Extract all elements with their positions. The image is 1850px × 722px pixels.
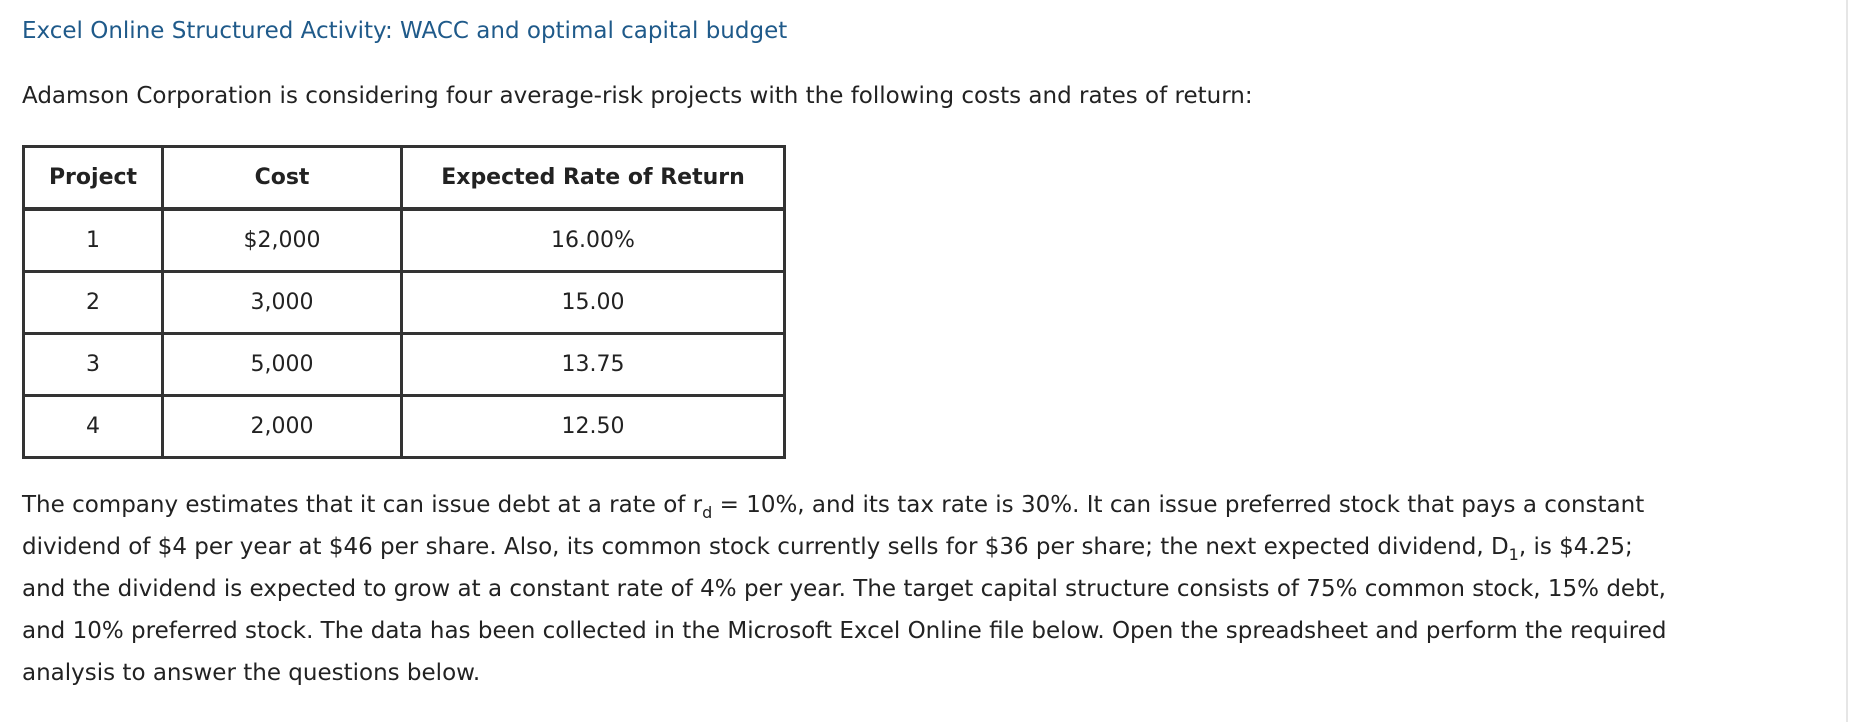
cost-cell: 5,000	[161, 332, 403, 397]
table-row: 4 2,000 12.50	[22, 394, 786, 459]
header-rate-of-return: Expected Rate of Return	[400, 145, 786, 211]
intro-text: Adamson Corporation is considering four …	[22, 83, 1253, 109]
paragraph-line-1: The company estimates that it can issue …	[22, 492, 1645, 522]
paragraph-line-4: and 10% preferred stock. The data has be…	[22, 618, 1667, 644]
subscript-1: 1	[1508, 545, 1519, 564]
paragraph-line-5: analysis to answer the questions below.	[22, 660, 481, 686]
header-project: Project	[22, 145, 164, 211]
rate-cell: 15.00	[400, 270, 786, 335]
rate-cell: 13.75	[400, 332, 786, 397]
paragraph-line-3: and the dividend is expected to grow at …	[22, 576, 1666, 602]
project-cell: 4	[22, 394, 164, 459]
activity-title: Excel Online Structured Activity: WACC a…	[22, 18, 788, 44]
rate-cell: 12.50	[400, 394, 786, 459]
right-edge-rule	[1846, 0, 1848, 722]
project-cell: 3	[22, 332, 164, 397]
rate-cell: 16.00%	[400, 207, 786, 273]
cost-cell: 2,000	[161, 394, 403, 459]
cost-cell: $2,000	[161, 207, 403, 273]
header-cost: Cost	[161, 145, 403, 211]
project-cell: 2	[22, 270, 164, 335]
table-row: 3 5,000 13.75	[22, 332, 786, 397]
subscript-d: d	[702, 503, 713, 522]
project-cell: 1	[22, 207, 164, 273]
table-row: 2 3,000 15.00	[22, 270, 786, 335]
paragraph-line-2: dividend of $4 per year at $46 per share…	[22, 534, 1633, 564]
cost-cell: 3,000	[161, 270, 403, 335]
projects-table: Project Cost Expected Rate of Return 1 $…	[22, 145, 786, 459]
table-header-row: Project Cost Expected Rate of Return	[22, 145, 786, 211]
company-estimates-paragraph: The company estimates that it can issue …	[22, 484, 1812, 694]
table-row: 1 $2,000 16.00%	[22, 207, 786, 273]
